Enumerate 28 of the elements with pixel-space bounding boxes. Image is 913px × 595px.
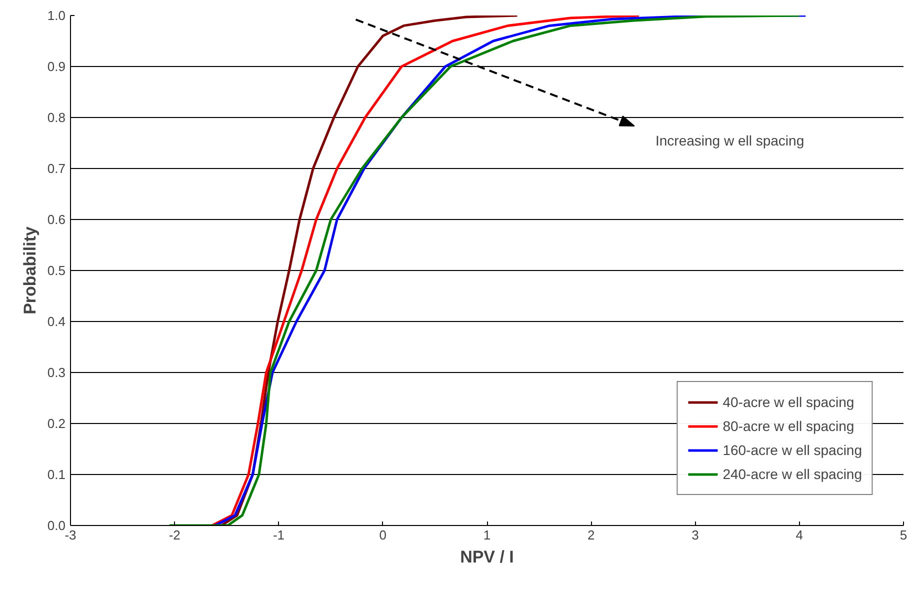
y-tick-label: 0.5 xyxy=(47,263,66,278)
legend-label: 80-acre w ell spacing xyxy=(722,418,854,434)
y-tick-label: 0.2 xyxy=(47,416,66,431)
y-tick-label: 0.9 xyxy=(47,59,66,74)
x-tick-label: 5 xyxy=(900,528,908,542)
line-series xyxy=(210,16,640,526)
y-tick-label: 0.8 xyxy=(47,110,66,125)
x-tick-label: -3 xyxy=(64,528,76,542)
x-tick-label: 1 xyxy=(483,528,491,542)
y-tick-label: 1.0 xyxy=(47,8,66,23)
y-tick-label: 0.1 xyxy=(47,467,66,482)
legend-label: 240-acre w ell spacing xyxy=(722,466,862,482)
x-tick-label: 4 xyxy=(796,528,803,542)
x-tick-label: 2 xyxy=(588,528,595,542)
y-tick-label: 0.6 xyxy=(47,212,66,227)
y-tick-label: 0.0 xyxy=(47,518,66,533)
x-tick-label: 0 xyxy=(379,528,386,542)
x-axis-title: NPV / I xyxy=(460,548,514,566)
y-tick-label: 0.7 xyxy=(47,161,66,176)
y-axis-title: Probability xyxy=(20,226,40,314)
x-tick-label: -1 xyxy=(272,528,285,542)
x-tick-label: -2 xyxy=(168,528,180,542)
annotation: Increasing w ell spacing xyxy=(655,132,804,149)
legend-label: 160-acre w ell spacing xyxy=(722,442,862,458)
y-tick-label: 0.3 xyxy=(47,365,66,380)
x-tick-label: 3 xyxy=(692,528,699,542)
y-tick-label: 0.4 xyxy=(47,314,66,329)
legend-label: 40-acre w ell spacing xyxy=(722,394,854,410)
